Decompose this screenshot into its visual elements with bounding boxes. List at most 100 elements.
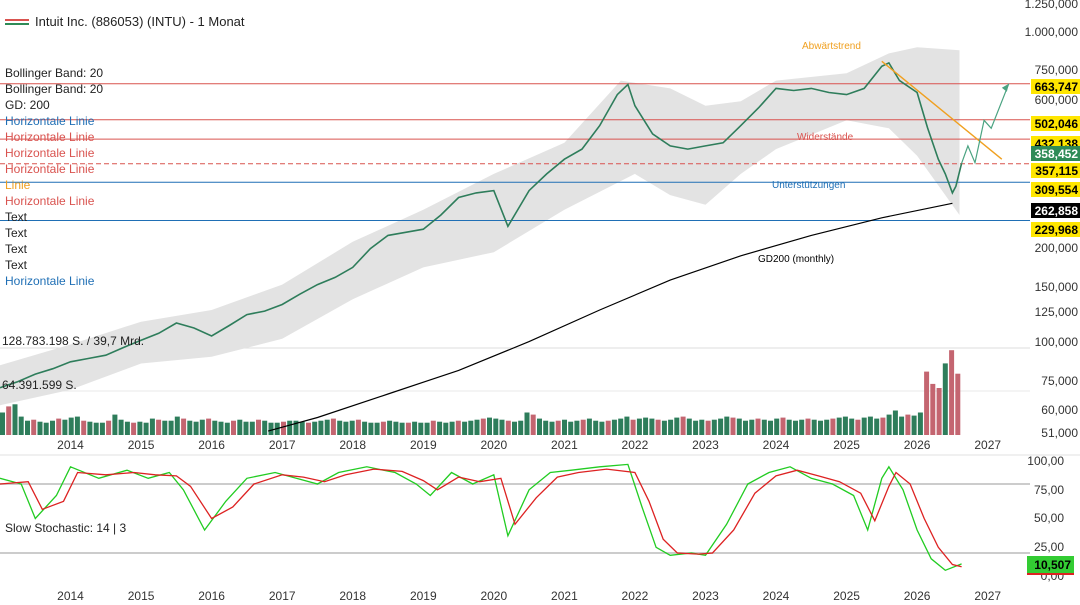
price-badge-text: 229,968 [1035, 223, 1079, 237]
volume-bar [349, 420, 355, 435]
volume-bar [193, 421, 199, 435]
price-axis-label: 1.000,000 [1025, 25, 1079, 39]
volume-bar [299, 421, 305, 435]
chart-annotation: Widerstände [797, 132, 854, 143]
legend-item[interactable]: Horizontale Linie [5, 162, 95, 176]
volume-bar [468, 420, 474, 435]
volume-bar [93, 422, 99, 435]
volume-bar [892, 410, 898, 435]
volume-bar [755, 418, 761, 435]
legend-item[interactable]: Horizontale Linie [5, 274, 95, 288]
legend-item[interactable]: Horizontale Linie [5, 194, 95, 208]
time-axis-label: 2016 [198, 438, 225, 452]
time-axis-label: 2027 [974, 589, 1001, 603]
chart-title: Intuit Inc. (886053) (INTU) - 1 Monat [5, 14, 245, 29]
volume-bar [199, 419, 205, 435]
legend-item[interactable]: Text [5, 242, 28, 256]
volume-bar [543, 420, 549, 435]
time-axis-label: 2025 [833, 589, 860, 603]
legend-item[interactable]: Bollinger Band: 20 [5, 66, 104, 80]
volume-bar [624, 416, 630, 435]
volume-bar [549, 421, 555, 435]
volume-bar [43, 422, 49, 435]
volume-bar [256, 419, 261, 435]
volume-bar [81, 420, 87, 435]
projection-line [961, 83, 1010, 165]
volume-bar [824, 419, 830, 435]
volume-bar [418, 422, 424, 435]
volume-bar [449, 421, 455, 435]
volume-bar [474, 419, 480, 435]
indicator-legend: Bollinger Band: 20 Bollinger Band: 20 GD: … [5, 65, 103, 289]
time-axis-label: 2026 [904, 589, 931, 603]
volume-bar [518, 420, 524, 435]
volume-bar [74, 416, 80, 435]
legend-item[interactable]: GD: 200 [5, 98, 50, 112]
volume-bar [643, 417, 649, 435]
price-badge [1031, 146, 1080, 161]
time-axis-label: 2027 [974, 438, 1001, 452]
legend-item[interactable]: Linie [5, 178, 31, 192]
price-axis-label: 125,000 [1035, 305, 1079, 319]
volume-bar [537, 418, 542, 435]
legend-item[interactable]: Text [5, 258, 28, 272]
time-axis-label: 2023 [692, 589, 719, 603]
title-swatch [5, 18, 29, 25]
time-axis: 2014 2014 2015 2015 2016 2016 2017 2017 2018 2018… [57, 438, 1001, 603]
volume-bar [568, 421, 574, 435]
legend-item[interactable]: Horizontale Linie [5, 146, 95, 160]
volume-bar [380, 421, 386, 435]
bollinger-band [0, 47, 960, 406]
price-badges: 663,747502,046432,138358,452357,115309,5… [1031, 79, 1080, 237]
volume-bar [143, 422, 149, 435]
volume-bar [724, 416, 730, 435]
price-axis: 1.250,000 1.000,000 750,000 600,000 200,000 1… [1025, 0, 1079, 440]
volume-bar [493, 418, 499, 435]
price-badge-text: 358,452 [1035, 147, 1079, 161]
price-badge [1031, 163, 1080, 178]
stochastic-label: Slow Stochastic: 14 | 3 [5, 521, 127, 535]
stoch-d-line [0, 468, 962, 568]
volume-bar [206, 418, 212, 435]
volume-bar [574, 420, 580, 435]
volume-bar [942, 363, 948, 435]
legend-item[interactable]: Horizontale Linie [5, 130, 95, 144]
volume-bar [337, 420, 343, 435]
volume-bar [761, 419, 767, 435]
volume-bar [611, 419, 617, 435]
volume-bar [387, 420, 393, 435]
volume-bar [56, 418, 62, 435]
volume-bar [281, 421, 286, 435]
volume-bar [793, 420, 798, 435]
volume-bar [849, 418, 855, 435]
volume-bar [112, 414, 118, 435]
price-badge [1031, 116, 1080, 131]
chart-annotation: Unterstützungen [772, 180, 845, 191]
volume-bar [674, 417, 680, 435]
stoch-axis-label: 75,00 [1034, 483, 1064, 497]
volume-bar [836, 417, 842, 435]
volume-bar [455, 420, 461, 435]
legend-item[interactable]: Text [5, 226, 28, 240]
volume-bar [955, 373, 961, 435]
legend-item[interactable]: Text [5, 210, 28, 224]
annotations: Abwärtstrend Widerstände Unterstützungen GD… [758, 41, 861, 265]
volume-bar [62, 419, 68, 435]
volume-bar [905, 414, 911, 435]
time-axis-label: 2014 [57, 589, 84, 603]
time-axis-label: 2021 [551, 438, 578, 452]
time-axis-label: 2020 [480, 438, 507, 452]
volume-bar [749, 419, 755, 435]
legend-item[interactable]: Bollinger Band: 20 [5, 82, 104, 96]
legend-item[interactable]: Horizontale Linie [5, 114, 95, 128]
volume-bar [799, 419, 805, 435]
volume-bar [718, 418, 724, 435]
volume-bar [424, 422, 430, 435]
price-badge [1031, 79, 1080, 94]
volume-bar [636, 418, 642, 435]
time-axis-label: 2016 [198, 589, 225, 603]
volume-bar [936, 388, 942, 435]
stoch-badge [1027, 556, 1074, 573]
volume-bar [880, 417, 886, 435]
